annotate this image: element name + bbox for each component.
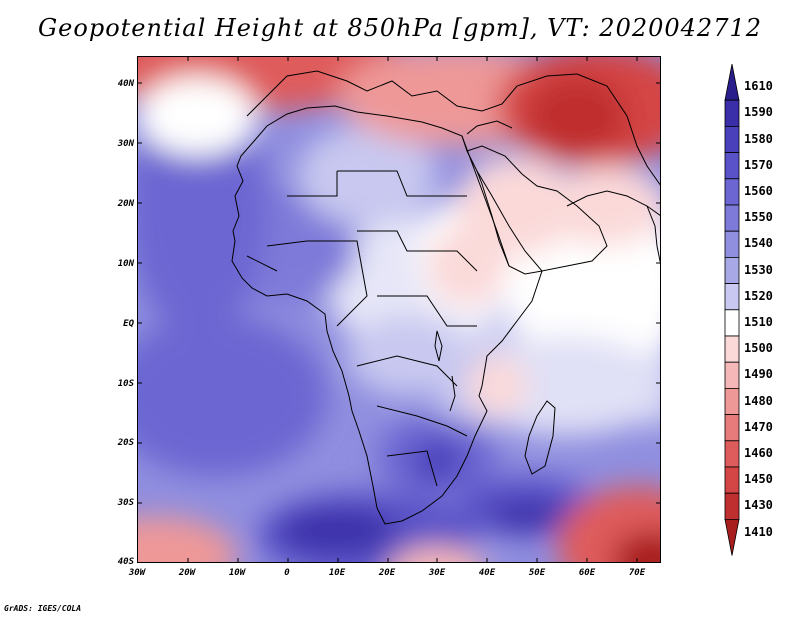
lon-label: 20W: [178, 568, 196, 578]
lat-label: 30N: [117, 139, 134, 149]
colorbar-cell: [724, 309, 740, 337]
colorbar-cell: [724, 492, 740, 520]
lat-label: 20N: [117, 199, 134, 209]
colorbar-cell: [724, 361, 740, 389]
colorbar-cell: [724, 126, 740, 154]
lon-label: 10E: [328, 568, 346, 578]
colorbar: [724, 64, 740, 556]
colorbar-label: 1490: [744, 367, 773, 382]
map-ticks: [137, 56, 661, 563]
coastlines: [231, 70, 661, 525]
colorbar-cell: [724, 152, 740, 180]
lat-label: 40S: [117, 557, 134, 567]
colorbar-cell: [724, 230, 740, 258]
lon-label: 30E: [428, 568, 446, 578]
colorbar-label: 1560: [744, 183, 773, 198]
colorbar-label: 1550: [744, 210, 773, 225]
colorbar-label: 1500: [744, 341, 773, 356]
lat-label: 30S: [117, 498, 134, 508]
lon-label: 20E: [378, 568, 396, 578]
colorbar-cell: [724, 99, 740, 127]
colorbar-label: 1580: [744, 131, 773, 146]
colorbar-label: 1610: [744, 79, 773, 94]
colorbar-label: 1530: [744, 262, 773, 277]
lat-label: 20S: [117, 438, 134, 448]
colorbar-cell: [724, 440, 740, 468]
colorbar-label: 1520: [744, 288, 773, 303]
lon-label: 0: [284, 568, 290, 578]
lon-label: 40E: [478, 568, 496, 578]
colorbar-label: 1410: [744, 524, 773, 539]
lon-label: 60E: [578, 568, 596, 578]
lon-label: 30W: [128, 568, 146, 578]
colorbar-cell: [724, 178, 740, 206]
colorbar-cell: [724, 64, 740, 101]
lat-label: 40N: [117, 79, 134, 89]
lon-label: 50E: [528, 568, 546, 578]
colorbar-label: 1590: [744, 105, 773, 120]
map-plot: [137, 56, 661, 563]
colorbar-label: 1510: [744, 314, 773, 329]
colorbar-cell: [724, 335, 740, 363]
colorbar-label: 1450: [744, 472, 773, 487]
colorbar-label: 1570: [744, 157, 773, 172]
map-frame: [137, 56, 661, 563]
colorbar-label: 1480: [744, 393, 773, 408]
colorbar-label: 1430: [744, 498, 773, 513]
footer-credit: GrADS: IGES/COLA: [4, 604, 82, 613]
chart-title: Geopotential Height at 850hPa [gpm], VT:…: [38, 14, 762, 42]
colorbar-label: 1470: [744, 419, 773, 434]
colorbar-cell: [724, 387, 740, 415]
colorbar-cell: [724, 466, 740, 494]
colorbar-cell: [724, 518, 740, 556]
colorbar-label: 1460: [744, 445, 773, 460]
lat-label: 10N: [117, 259, 134, 269]
colorbar-label: 1540: [744, 236, 773, 251]
colorbar-cell: [724, 414, 740, 442]
colorbar-cell: [724, 256, 740, 284]
lat-label: 10S: [117, 379, 134, 389]
colorbar-cell: [724, 204, 740, 232]
height-field: [137, 56, 661, 563]
map-panel: [137, 56, 661, 563]
lon-label: 10W: [228, 568, 246, 578]
colorbar-cell: [724, 283, 740, 311]
lat-label: EQ: [123, 319, 134, 329]
lon-label: 70E: [628, 568, 646, 578]
